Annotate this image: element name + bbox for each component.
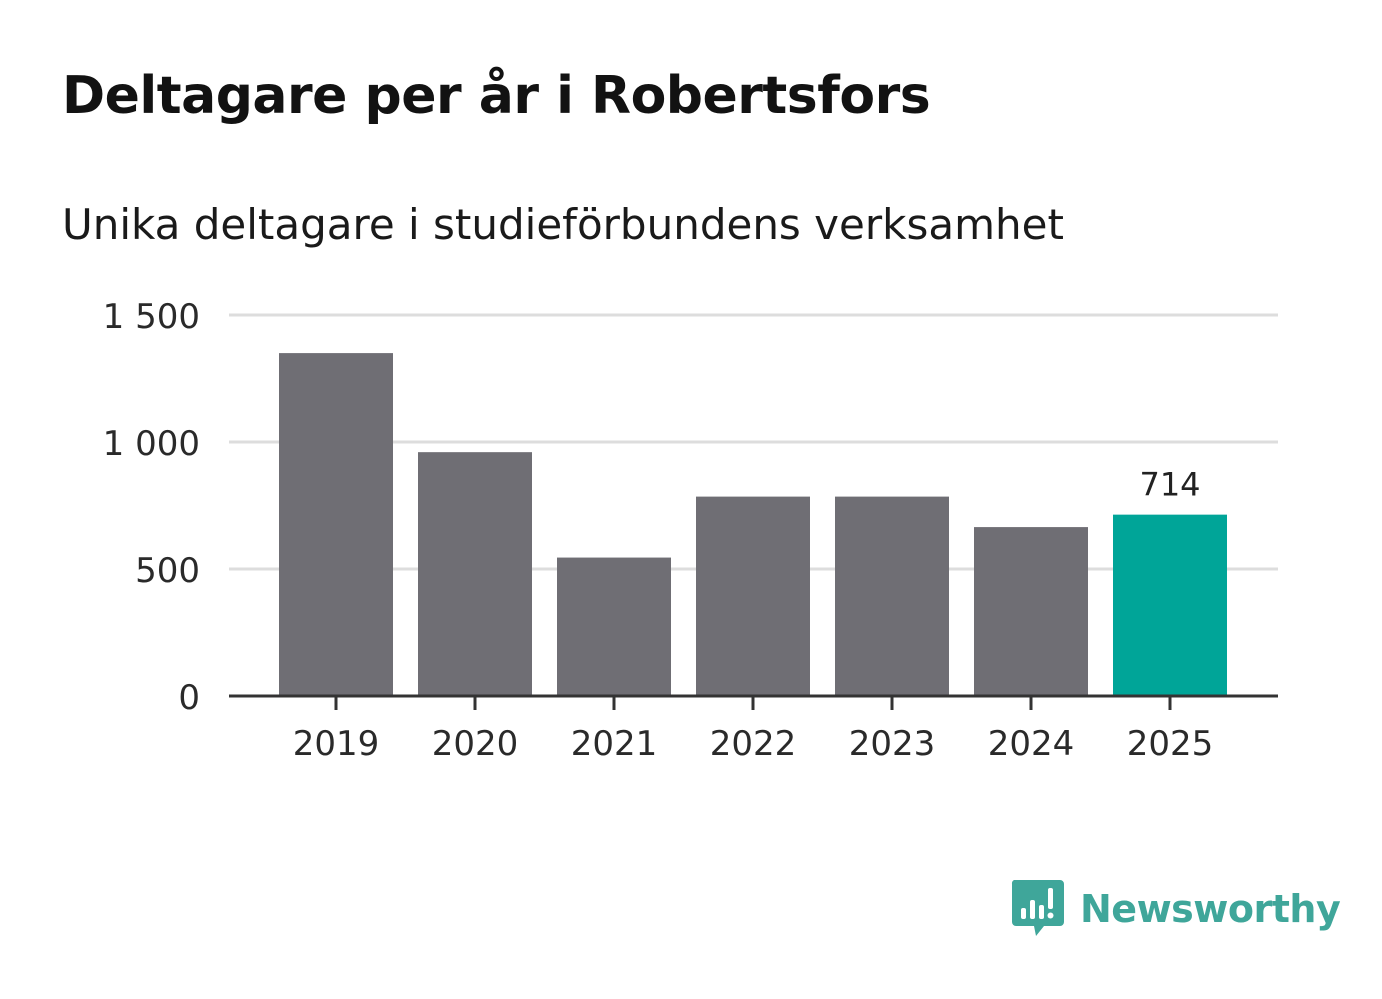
chart-subtitle: Unika deltagare i studieförbundens verks…: [62, 200, 1064, 249]
y-tick-label: 500: [135, 551, 200, 591]
bar-2023: [835, 496, 949, 696]
x-tick-label: 2021: [571, 724, 658, 764]
brand-logo: Newsworthy: [1010, 878, 1341, 940]
x-tick-label: 2020: [432, 724, 519, 764]
x-tick-label: 2025: [1127, 724, 1214, 764]
bar-2020: [418, 452, 532, 696]
y-tick-label: 1 500: [103, 297, 200, 337]
y-tick-label: 0: [178, 678, 200, 718]
bar-2019: [279, 353, 393, 696]
brand-name: Newsworthy: [1080, 887, 1341, 931]
bar-2021: [557, 557, 671, 696]
newsworthy-logo-icon: [1011, 880, 1064, 936]
bar-2024: [974, 527, 1088, 696]
x-tick-label: 2019: [293, 724, 380, 764]
x-tick-label: 2024: [988, 724, 1075, 764]
y-tick-label: 1 000: [103, 424, 200, 464]
bar-2022: [696, 496, 810, 696]
bar-2025: [1113, 514, 1227, 696]
chart-title: Deltagare per år i Robertsfors: [62, 66, 931, 126]
data-label: 714: [1139, 466, 1200, 504]
x-tick-label: 2023: [849, 724, 936, 764]
x-tick-label: 2022: [710, 724, 797, 764]
